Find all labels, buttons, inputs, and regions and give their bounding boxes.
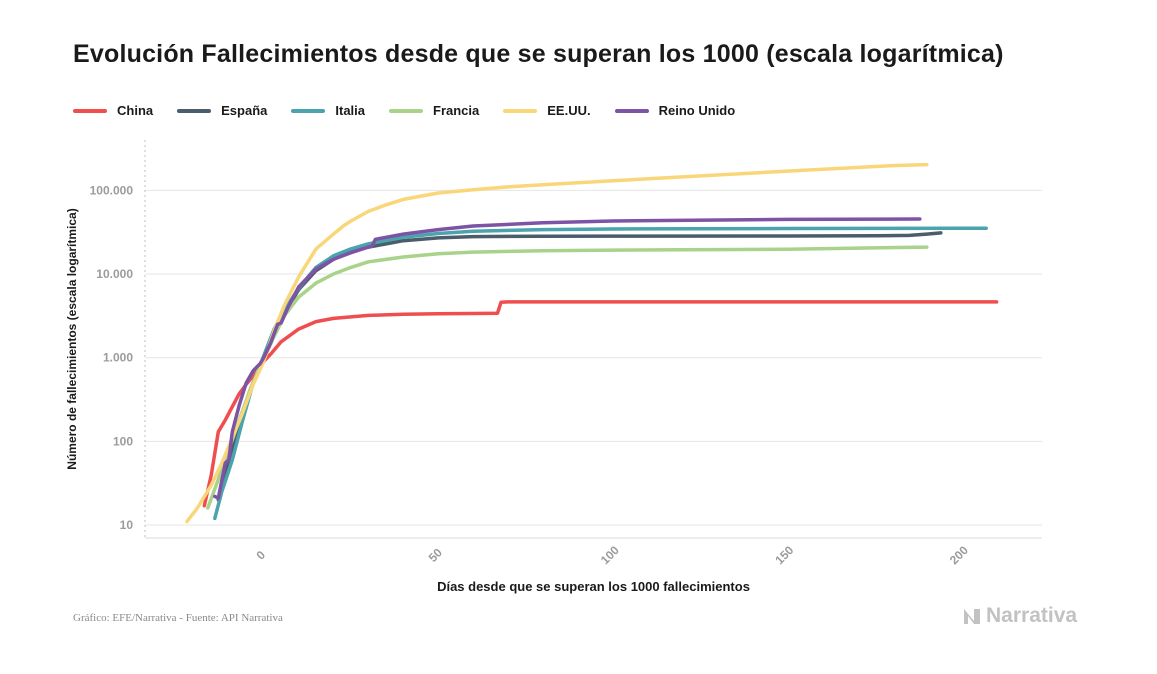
series-line-francia <box>206 245 929 510</box>
x-axis-title: Días desde que se superan los 1000 falle… <box>437 579 750 594</box>
legend-swatch <box>73 108 107 113</box>
y-tick-label: 10 <box>120 518 134 532</box>
legend-swatch <box>177 108 212 113</box>
legend-swatch <box>503 108 538 113</box>
legend-item: Italia <box>291 103 365 118</box>
legend-label: Francia <box>433 103 480 118</box>
legend-label: China <box>117 103 154 118</box>
y-axis-title: Número de fallecimientos (escala logarít… <box>65 208 79 469</box>
y-tick-label: 100 <box>113 434 133 448</box>
footer-source: Gráfico: EFE/Narrativa - Fuente: API Nar… <box>73 612 283 624</box>
y-tick-label: 10.000 <box>96 267 133 281</box>
brand-name: Narrativa <box>986 604 1078 627</box>
legend: China España Italia Francia EE.UU. Reino Unid… <box>73 103 759 118</box>
legend-label: EE.UU. <box>547 103 591 118</box>
series-line-espa-a <box>216 231 943 502</box>
legend-item: EE.UU. <box>503 103 591 118</box>
series-line-reino-unido <box>213 217 922 500</box>
y-tick-label: 1.000 <box>103 351 133 365</box>
legend-label: Italia <box>335 103 365 118</box>
legend-swatch <box>389 108 423 113</box>
legend-item: Reino Unido <box>614 103 736 118</box>
legend-item: Francia <box>389 103 479 118</box>
series-line-italia <box>213 226 988 521</box>
x-tick-label: 50 <box>426 545 446 565</box>
series-line-china <box>202 300 999 508</box>
x-tick-label: 100 <box>598 543 622 567</box>
legend-label: Reino Unido <box>658 103 736 118</box>
narrativa-logo-mark-icon <box>964 609 980 624</box>
x-tick-label: 200 <box>947 543 971 567</box>
series-line-ee-uu- <box>185 162 929 524</box>
x-tick-label: 150 <box>772 543 796 567</box>
narrativa-logo: Narrativa <box>962 604 1077 628</box>
legend-swatch <box>614 108 649 113</box>
legend-item: China <box>73 103 153 118</box>
legend-swatch <box>291 108 326 113</box>
legend-label: España <box>221 103 268 118</box>
y-tick-label: 100.000 <box>90 183 134 197</box>
x-tick-label: 0 <box>254 548 269 563</box>
legend-item: España <box>177 103 267 118</box>
chart-title: Evolución Fallecimientos desde que se su… <box>73 40 1004 68</box>
